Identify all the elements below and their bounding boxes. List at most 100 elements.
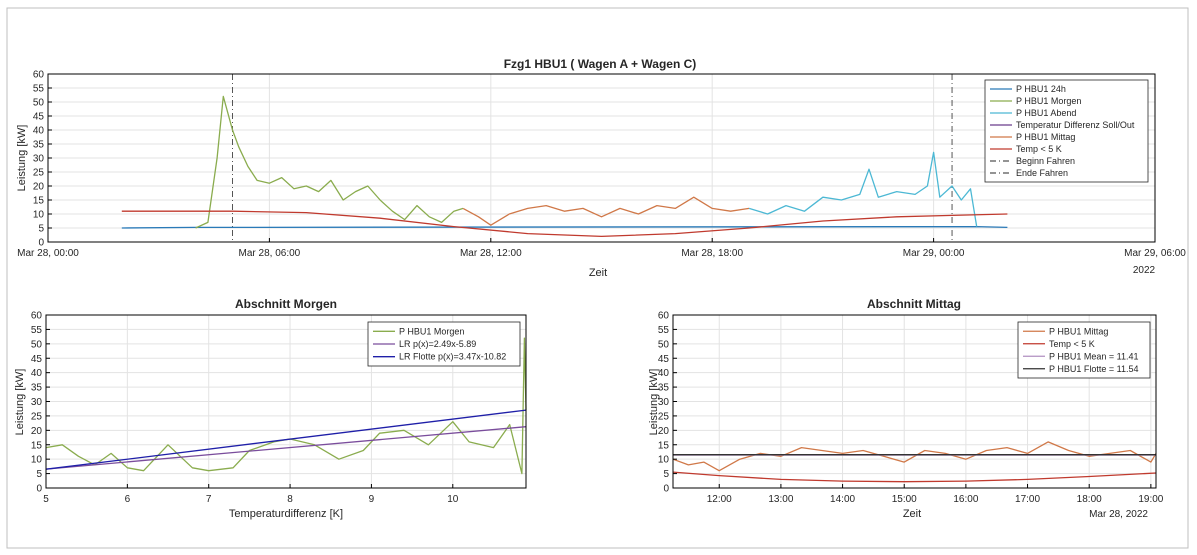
y-tick-label-top: 60 <box>33 70 45 81</box>
legend-label-p-hbu1-morgen: P HBU1 Morgen <box>1016 96 1081 106</box>
y-tick-label-right: 5 <box>663 469 669 480</box>
chart-title-top: Fzg1 HBU1 ( Wagen A + Wagen C) <box>504 57 697 71</box>
x-tick-label-top: Mar 28, 12:00 <box>460 248 522 259</box>
x-tick-label-right: 14:00 <box>830 494 855 505</box>
y-axis-label-left: Leistung [kW] <box>14 369 26 436</box>
legend-box-top <box>984 79 1149 183</box>
y-tick-label-top: 5 <box>38 224 44 235</box>
y-tick-label-left: 30 <box>31 397 43 408</box>
x-tick-label-right: 16:00 <box>953 494 978 505</box>
y-tick-label-top: 35 <box>33 140 45 151</box>
x-tick-label-left: 10 <box>447 494 459 505</box>
legend-label-beginn-fahren: Beginn Fahren <box>1016 156 1075 166</box>
series-line-p-hbu1-abend <box>748 151 978 227</box>
x-tick-label-left: 9 <box>369 494 375 505</box>
y-ticks-right: 0 5 10 15 20 25 30 35 40 45 50 55 60 <box>658 311 677 495</box>
y-ticks-left: 0 5 10 15 20 25 30 35 40 45 50 55 60 <box>31 311 50 495</box>
y-tick-label-left: 5 <box>36 469 42 480</box>
y-tick-label-right: 55 <box>658 325 670 336</box>
x-tick-label-right: 19:00 <box>1138 494 1163 505</box>
y-tick-label-right: 35 <box>658 383 670 394</box>
legend-label-lr-p-x-2-49x-5-89: LR p(x)=2.49x-5.89 <box>399 339 476 349</box>
y-tick-label-right: 10 <box>658 455 670 466</box>
y-tick-label-right: 25 <box>658 411 670 422</box>
series-line-lr-flotte-p-x-3-47x-10-82 <box>45 409 527 470</box>
series-line-temp-5-k <box>121 210 1008 238</box>
date-label-right: Mar 28, 2022 <box>1089 509 1148 520</box>
legend-left: P HBU1 Morgen LR p(x)=2.49x-5.89 LR Flotte… <box>367 321 521 367</box>
y-tick-label-top: 40 <box>33 126 45 137</box>
series-line-p-hbu1-morgen <box>195 95 464 229</box>
y-axis-label-right: Leistung [kW] <box>648 369 660 436</box>
x-tick-label-top: Mar 28, 00:00 <box>17 248 79 259</box>
y-tick-label-top: 30 <box>33 154 45 165</box>
x-ticks-top: Mar 28, 00:00 Mar 28, 06:00 Mar 28, 12:00 M… <box>17 238 1186 259</box>
legend-label-p-hbu1-abend: P HBU1 Abend <box>1016 108 1076 118</box>
y-axis-label-top: Leistung [kW] <box>16 125 28 192</box>
y-tick-label-left: 50 <box>31 339 43 350</box>
series-left <box>45 337 527 475</box>
legend-label-temperatur-differenz-soll-out: Temperatur Differenz Soll/Out <box>1016 120 1135 130</box>
x-tick-label-top: Mar 29, 00:00 <box>903 248 965 259</box>
legend-label-p-hbu1-flotte-11-54: P HBU1 Flotte = 11.54 <box>1049 364 1138 374</box>
legend-top: P HBU1 24h P HBU1 Morgen P HBU1 Abend Tempe… <box>984 79 1149 183</box>
y-tick-label-right: 60 <box>658 311 670 322</box>
legend-right: P HBU1 Mittag Temp < 5 K P HBU1 Mean = 11.… <box>1017 321 1151 379</box>
y-tick-label-top: 20 <box>33 182 45 193</box>
y-tick-label-left: 10 <box>31 455 43 466</box>
legend-label-p-hbu1-morgen: P HBU1 Morgen <box>399 326 464 336</box>
y-tick-label-right: 45 <box>658 354 670 365</box>
x-tick-label-right: 13:00 <box>768 494 793 505</box>
x-tick-label-left: 7 <box>206 494 212 505</box>
x-tick-label-top: Mar 28, 06:00 <box>239 248 301 259</box>
y-tick-label-left: 20 <box>31 426 43 437</box>
y-tick-label-left: 55 <box>31 325 43 336</box>
y-tick-label-right: 50 <box>658 339 670 350</box>
y-tick-label-top: 0 <box>38 238 44 249</box>
legend-label-p-hbu1-mittag: P HBU1 Mittag <box>1016 132 1075 142</box>
x-axis-label-left: Temperaturdifferenz [K] <box>229 508 343 520</box>
y-tick-label-right: 20 <box>658 426 670 437</box>
series-line-temp-5-k <box>672 471 1157 483</box>
x-ticks-left: 5 6 7 8 9 10 <box>43 484 459 505</box>
y-tick-label-right: 30 <box>658 397 670 408</box>
y-tick-label-top: 10 <box>33 210 45 221</box>
event-lines-top <box>232 74 953 242</box>
legend-label-p-hbu1-mean-11-41: P HBU1 Mean = 11.41 <box>1049 351 1138 361</box>
legend-label-ende-fahren: Ende Fahren <box>1016 168 1068 178</box>
series-line-p-hbu1-24h <box>121 225 1008 229</box>
series-top <box>121 95 1008 238</box>
y-tick-label-left: 25 <box>31 411 43 422</box>
y-tick-label-right: 15 <box>658 440 670 451</box>
x-ticks-right: 12:00 13:00 14:00 15:00 16:00 17:00 18:00 19:00 <box>707 484 1164 505</box>
y-ticks-top: 0 5 10 15 20 25 30 35 40 45 50 55 60 <box>33 70 52 249</box>
y-tick-label-left: 45 <box>31 354 43 365</box>
x-tick-label-left: 8 <box>287 494 293 505</box>
y-tick-label-right: 0 <box>663 484 669 495</box>
x-tick-label-left: 6 <box>125 494 131 505</box>
x-tick-label-top: Mar 29, 06:00 <box>1124 248 1186 259</box>
year-label-top: 2022 <box>1133 265 1156 276</box>
y-tick-label-top: 15 <box>33 196 45 207</box>
chart-title-left: Abschnitt Morgen <box>235 297 337 311</box>
x-tick-label-left: 5 <box>43 494 49 505</box>
legend-label-p-hbu1-24h: P HBU1 24h <box>1016 84 1066 94</box>
x-tick-label-right: 15:00 <box>892 494 917 505</box>
y-tick-label-left: 35 <box>31 383 43 394</box>
y-tick-label-left: 60 <box>31 311 43 322</box>
legend-label-p-hbu1-mittag: P HBU1 Mittag <box>1049 326 1108 336</box>
y-tick-label-top: 25 <box>33 168 45 179</box>
y-tick-label-left: 0 <box>36 484 42 495</box>
x-tick-label-right: 18:00 <box>1077 494 1102 505</box>
series-line-lr-p-x-2-49x-5-89 <box>45 426 527 470</box>
y-tick-label-top: 50 <box>33 98 45 109</box>
x-tick-label-right: 12:00 <box>707 494 732 505</box>
y-tick-label-top: 55 <box>33 84 45 95</box>
x-tick-label-right: 17:00 <box>1015 494 1040 505</box>
legend-label-temp-5-k: Temp < 5 K <box>1049 339 1095 349</box>
y-tick-label-left: 15 <box>31 440 43 451</box>
legend-label-temp-5-k: Temp < 5 K <box>1016 144 1062 154</box>
